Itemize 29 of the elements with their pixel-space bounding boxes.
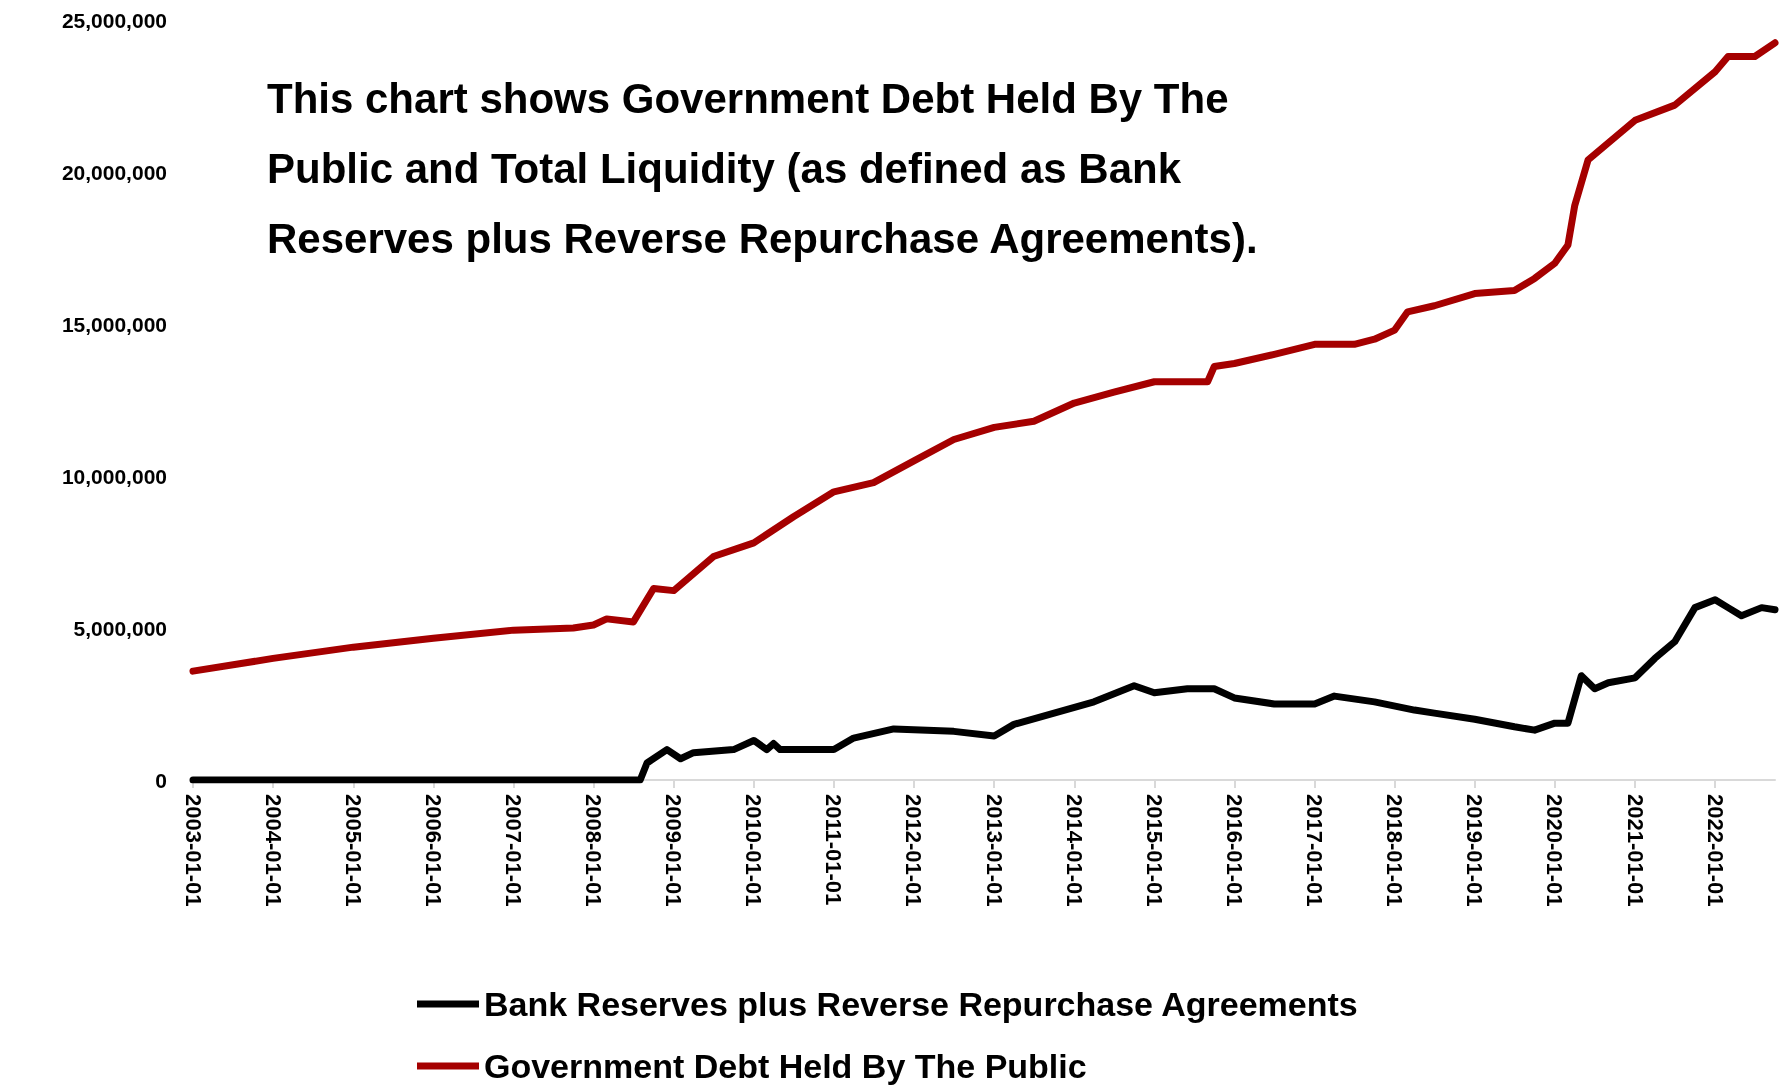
x-tick-label: 2006-01-01 (420, 794, 446, 907)
x-tick-label: 2013-01-01 (981, 794, 1007, 907)
legend-label: Bank Reserves plus Reverse Repurchase Agreements (484, 985, 1358, 1023)
y-tick-label: 20,000,000 (61, 160, 167, 184)
y-tick-label: 10,000,000 (61, 464, 167, 488)
x-tick-label: 2007-01-01 (500, 794, 526, 907)
legend-label: Government Debt Held By The Public (484, 1047, 1087, 1085)
x-tick-label: 2011-01-01 (821, 794, 847, 906)
x-tick-label: 2018-01-01 (1382, 794, 1408, 907)
x-tick-label: 2022-01-01 (1702, 794, 1728, 907)
x-tick-label: 2020-01-01 (1542, 794, 1568, 907)
x-tick-label: 2010-01-01 (741, 794, 767, 907)
x-tick-label: 2014-01-01 (1061, 794, 1087, 907)
text: This chart shows Government Debt Held By The Public and Total Liquidity (as defined as Bank Reserves plus Reverse Repurchase Agreements). (267, 74, 1258, 262)
x-tick-label: 2008-01-01 (580, 794, 606, 907)
x-tick-label: 2017-01-01 (1302, 794, 1328, 907)
x-tick-label: 2016-01-01 (1221, 794, 1247, 907)
y-tick-label: 5,000,000 (73, 616, 167, 640)
y-tick-label: 25,000,000 (61, 8, 167, 32)
y-tick-label: 15,000,000 (61, 312, 167, 336)
x-tick-label: 2012-01-01 (901, 794, 927, 907)
y-tick-label: 0 (155, 768, 167, 792)
x-tick-label: 2004-01-01 (260, 794, 286, 907)
x-tick-label: 2003-01-01 (180, 794, 206, 907)
x-tick-label: 2005-01-01 (340, 794, 366, 907)
x-tick-label: 2015-01-01 (1141, 794, 1167, 907)
x-tick-label: 2009-01-01 (661, 794, 687, 907)
x-tick-label: 2019-01-01 (1462, 794, 1488, 907)
x-tick-label: 2021-01-01 (1622, 794, 1648, 907)
